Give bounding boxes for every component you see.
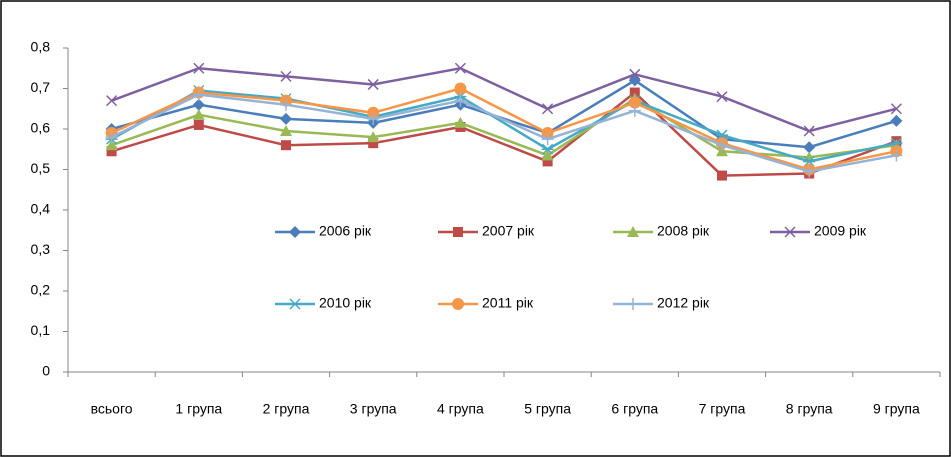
data-point xyxy=(105,131,118,144)
legend-marker xyxy=(453,227,463,237)
legend-label: 2008 рік xyxy=(657,223,710,239)
data-point xyxy=(367,106,380,119)
data-point xyxy=(106,95,118,107)
x-tick-label: всього xyxy=(91,401,133,417)
x-tick-label: 4 група xyxy=(437,401,484,417)
data-point xyxy=(542,103,554,115)
y-tick-label: 0 xyxy=(42,363,50,379)
data-point xyxy=(803,125,815,137)
y-tick-label: 0,2 xyxy=(31,282,51,298)
data-point xyxy=(454,82,467,95)
data-point xyxy=(629,87,640,98)
legend-marker xyxy=(289,226,301,238)
data-point xyxy=(280,125,292,137)
series-line xyxy=(111,93,897,173)
x-tick-label: 7 група xyxy=(699,401,746,417)
data-point xyxy=(716,139,728,152)
legend-label: 2012 рік xyxy=(657,295,710,311)
legend-marker xyxy=(289,298,301,310)
data-point xyxy=(542,156,553,167)
series-line xyxy=(110,89,897,163)
y-tick-label: 0,8 xyxy=(31,39,51,55)
legend-label: 2009 рік xyxy=(814,223,867,239)
data-point xyxy=(105,139,118,151)
data-point xyxy=(367,131,380,143)
data-point xyxy=(367,78,379,90)
x-tick-label: 5 група xyxy=(524,401,571,417)
data-point xyxy=(629,68,641,80)
data-point xyxy=(541,143,554,155)
series-line xyxy=(111,97,897,159)
data-point xyxy=(368,138,379,149)
data-point xyxy=(890,114,903,127)
series-line xyxy=(111,66,897,133)
data-point xyxy=(454,116,467,128)
series-line xyxy=(111,87,897,171)
data-point xyxy=(628,104,641,117)
x-tick-label: 6 група xyxy=(611,401,658,417)
legend-marker xyxy=(627,298,639,310)
data-point xyxy=(890,103,902,115)
y-tick-label: 0,7 xyxy=(31,79,51,95)
x-tick-label: 8 група xyxy=(786,401,833,417)
data-point xyxy=(192,98,205,111)
data-point xyxy=(280,98,292,111)
x-tick-label: 1 група xyxy=(175,401,222,417)
data-point xyxy=(717,170,727,181)
y-tick-label: 0,4 xyxy=(31,201,51,217)
data-point xyxy=(281,140,291,151)
data-point xyxy=(193,62,205,74)
y-tick-label: 0,6 xyxy=(31,120,51,136)
data-point xyxy=(541,149,554,161)
legend-marker xyxy=(452,298,464,310)
x-tick-label: 2 група xyxy=(263,401,310,417)
series-line xyxy=(111,90,897,177)
data-point xyxy=(280,70,292,82)
data-point xyxy=(454,62,466,74)
x-tick-label: 9 група xyxy=(873,401,920,417)
data-point xyxy=(803,141,816,154)
y-tick-label: 0,5 xyxy=(31,160,51,176)
x-tick-label: 3 група xyxy=(350,401,397,417)
y-tick-label: 0,1 xyxy=(31,322,51,338)
legend-label: 2011 рік xyxy=(482,295,534,311)
data-point xyxy=(367,112,380,125)
legend-label: 2006 рік xyxy=(319,223,372,239)
data-point xyxy=(803,165,816,178)
legend-marker xyxy=(784,226,796,238)
data-point xyxy=(716,91,728,103)
legend-label: 2007 рік xyxy=(482,223,535,239)
data-point xyxy=(541,133,554,146)
legend-label: 2010 рік xyxy=(319,295,372,311)
data-point xyxy=(192,88,205,101)
data-point xyxy=(628,96,641,109)
data-point xyxy=(454,94,467,107)
data-point xyxy=(193,119,204,130)
data-point xyxy=(890,149,903,162)
legend-marker xyxy=(627,226,639,237)
data-point xyxy=(106,146,117,157)
data-point xyxy=(192,108,205,120)
y-tick-label: 0,3 xyxy=(31,241,51,257)
data-point xyxy=(541,127,554,140)
data-point xyxy=(280,112,292,125)
